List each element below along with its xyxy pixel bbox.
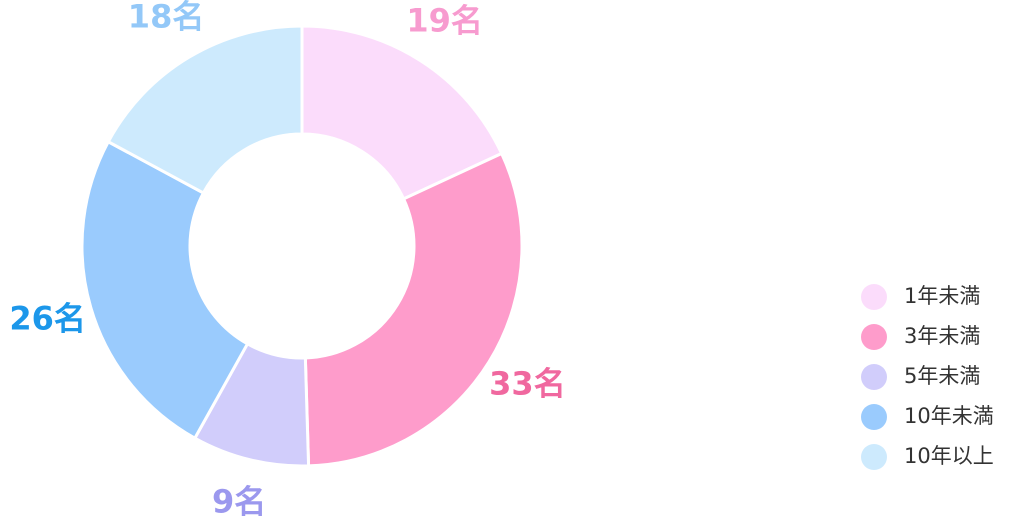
legend-label: 1年未満 (904, 284, 980, 308)
legend-label: 3年未満 (904, 324, 980, 348)
legend-label: 10年以上 (904, 444, 994, 468)
value-label: 33名 (489, 364, 566, 402)
slice (300, 24, 504, 201)
legend-swatch (861, 404, 887, 430)
legend-swatch (861, 284, 887, 310)
legend-label: 5年未満 (904, 364, 980, 388)
value-label: 19名 (406, 2, 483, 40)
slice (106, 24, 304, 195)
legend-swatch (861, 324, 887, 350)
value-label: 18名 (128, 0, 205, 36)
legend-swatch (861, 444, 887, 470)
legend-label: 10年未満 (904, 404, 994, 428)
value-label: 26名 (9, 299, 86, 337)
slice (80, 139, 250, 441)
value-label: 9名 (212, 482, 266, 520)
legend-swatch (861, 364, 887, 390)
slice (303, 151, 524, 468)
